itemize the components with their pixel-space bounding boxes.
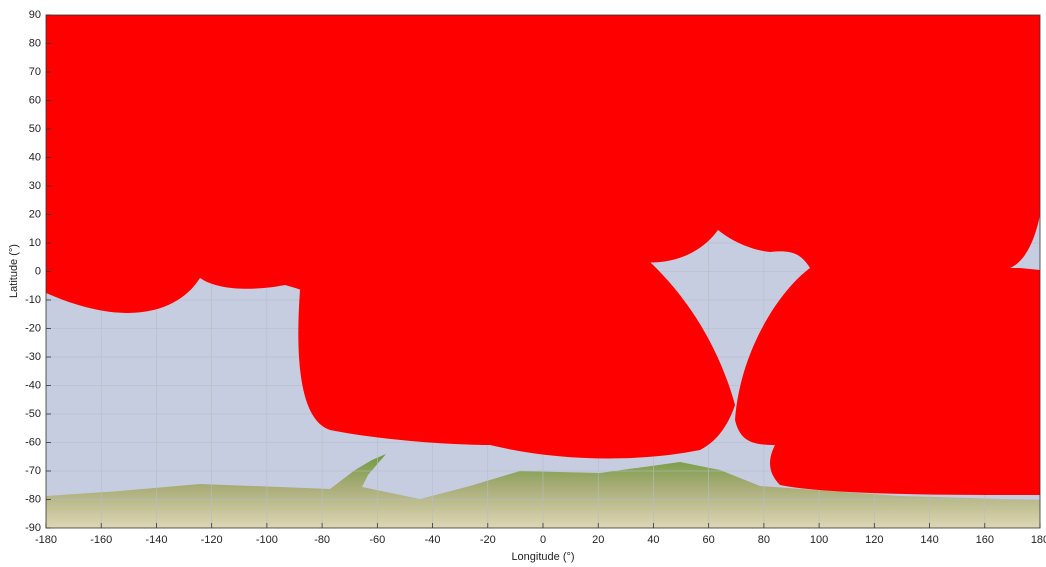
coverage-south-indian [735,268,1040,495]
x-tick-label: -140 [145,534,167,546]
x-tick-label: -80 [314,534,330,546]
y-tick-label: 50 [29,123,41,135]
y-tick-label: 30 [29,180,41,192]
x-tick-label: -180 [35,534,57,546]
y-axis-label: Latitude (°) [8,244,20,298]
x-tick-label: -160 [90,534,112,546]
x-tick-label: 40 [647,534,659,546]
y-tick-label: 90 [29,9,41,21]
y-tick-label: -10 [25,294,41,306]
y-tick-label: 0 [35,265,41,277]
map-layer [46,15,1040,528]
x-tick-label: 180 [1031,534,1046,546]
x-tick-label: 0 [540,534,546,546]
x-tick-label: -60 [369,534,385,546]
y-tick-label: 60 [29,94,41,106]
y-tick-label: 80 [29,37,41,49]
y-tick-label: -30 [25,351,41,363]
y-tick-label: 40 [29,151,41,163]
x-tick-label: 160 [976,534,994,546]
coverage-south-atlantic [298,262,735,459]
y-tick-label: -90 [25,522,41,534]
x-tick-label: 100 [810,534,828,546]
coverage-north [46,15,1040,313]
y-tick-label: -50 [25,408,41,420]
y-tick-label: -70 [25,465,41,477]
y-tick-label: -80 [25,493,41,505]
x-tick-label: 140 [920,534,938,546]
y-tick-label: -20 [25,322,41,334]
x-tick-label: -20 [480,534,496,546]
y-tick-label: -60 [25,436,41,448]
x-axis-label: Longitude (°) [511,551,574,563]
y-tick-label: 10 [29,237,41,249]
y-tick-label: 70 [29,66,41,78]
x-tick-label: -40 [425,534,441,546]
x-tick-label: -100 [256,534,278,546]
x-tick-label: -120 [201,534,223,546]
x-tick-label: 80 [758,534,770,546]
y-tick-label: -40 [25,379,41,391]
x-tick-label: 60 [703,534,715,546]
x-tick-label: 120 [865,534,883,546]
y-tick-label: 20 [29,208,41,220]
x-tick-label: 20 [592,534,604,546]
